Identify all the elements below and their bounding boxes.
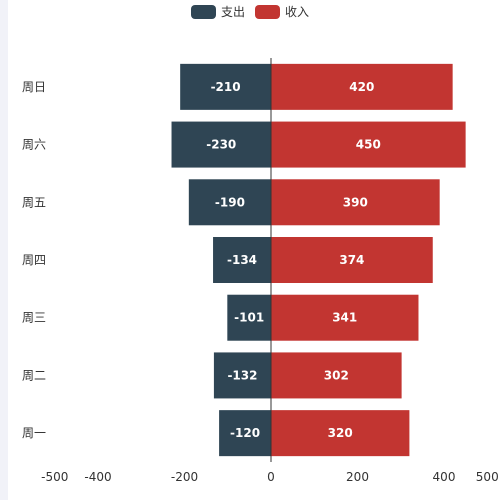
bar-income: [271, 352, 402, 399]
x-tick-label: 200: [346, 470, 369, 484]
data-label-expense: -132: [227, 368, 257, 382]
category-label: 周五: [22, 195, 46, 209]
bar-income: [271, 63, 453, 110]
data-label-expense: -210: [211, 80, 241, 94]
bar-expense: [188, 179, 271, 226]
bar-expense: [213, 352, 271, 399]
bar-expense: [227, 294, 271, 341]
category-label: 周二: [22, 368, 46, 382]
legend-swatch-income: [255, 4, 280, 19]
bar-income: [271, 410, 410, 457]
x-tick-label: 0: [267, 470, 275, 484]
x-tick-label: -500: [41, 470, 68, 484]
legend-label-income: 收入: [285, 5, 310, 19]
data-label-income: 450: [356, 138, 381, 152]
legend: 支出 收入: [0, 3, 500, 20]
category-label: 周一: [22, 426, 46, 440]
data-label-income: 341: [332, 311, 357, 325]
x-tick-label: 400: [433, 470, 456, 484]
bar-income: [271, 179, 440, 226]
legend-swatch-expense: [190, 4, 216, 19]
bar-expense: [213, 237, 271, 283]
x-tick-label: -200: [171, 470, 198, 484]
data-label-expense: -120: [230, 426, 260, 440]
data-label-income: 320: [328, 426, 353, 440]
bar-expense: [180, 63, 271, 110]
category-label: 周六: [22, 138, 46, 152]
bar-expense: [219, 410, 271, 457]
x-tick-label: 500: [476, 470, 499, 484]
data-label-expense: -190: [215, 195, 245, 209]
data-label-income: 374: [339, 253, 364, 267]
bar-income: [271, 294, 419, 341]
data-label-expense: -101: [234, 311, 264, 325]
data-label-expense: -134: [227, 253, 257, 267]
bar-income: [271, 237, 433, 283]
legend-label-expense: 支出: [220, 5, 245, 19]
bar-income: [271, 121, 466, 168]
legend-item-expense[interactable]: 支出: [190, 3, 245, 20]
data-label-income: 302: [324, 368, 349, 382]
category-label: 周四: [22, 253, 46, 267]
data-label-expense: -230: [206, 138, 236, 152]
left-edge-strip: [0, 0, 8, 500]
legend-item-income[interactable]: 收入: [255, 3, 309, 20]
data-label-income: 420: [349, 80, 374, 94]
data-label-income: 390: [343, 195, 368, 209]
bar-expense: [171, 121, 271, 168]
category-label: 周三: [22, 311, 46, 325]
x-tick-label: -400: [84, 470, 111, 484]
category-label: 周日: [22, 80, 46, 94]
